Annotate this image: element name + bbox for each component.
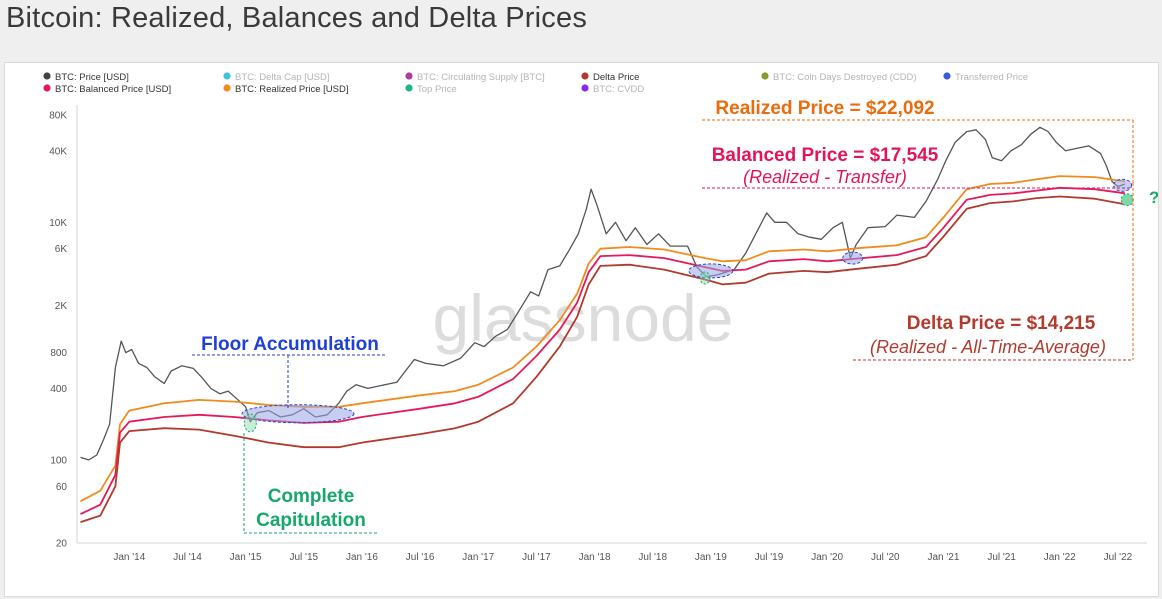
question-mark-label: ? <box>1149 188 1158 207</box>
x-tick-label: Jul '22 <box>1104 552 1133 563</box>
x-tick-label: Jul '14 <box>173 552 202 563</box>
y-tick-label: 6K <box>55 244 68 255</box>
y-tick-label: 20 <box>56 539 68 550</box>
y-tick-label: 40K <box>49 146 67 157</box>
annotation-markers <box>192 119 1134 534</box>
balanced-price-label: Balanced Price = $17,545 <box>712 145 939 166</box>
legend-label-1: BTC: Balanced Price [USD] <box>55 84 171 95</box>
legend-marker-5 <box>405 84 413 92</box>
legend-label-2: BTC: Delta Cap [USD] <box>235 72 330 83</box>
balanced-price-sublabel: (Realized - Transfer) <box>743 167 907 187</box>
x-tick-label: Jul '19 <box>755 552 784 563</box>
legend-label-9: Transferred Price <box>955 72 1028 83</box>
legend-marker-1 <box>43 84 51 92</box>
y-tick-label: 800 <box>50 348 67 359</box>
legend-marker-8 <box>761 72 769 80</box>
legend-label-4: BTC: Circulating Supply [BTC] <box>417 72 545 83</box>
axes: 20 60 100 400 800 2K 6K 10K 40K 80K Jan '14 Jul '14… <box>49 105 1147 563</box>
x-tick-label: Jan '22 <box>1044 552 1076 563</box>
floor-accumulation-ellipse-2020 <box>842 251 864 265</box>
y-tick-label: 100 <box>50 455 67 466</box>
y-tick-label: 60 <box>56 482 68 493</box>
chart-svg: BTC: Price [USD]BTC: Balanced Price [USD… <box>43 72 1158 563</box>
legend: BTC: Price [USD]BTC: Balanced Price [USD… <box>43 72 1028 95</box>
annotation-labels: Realized Price = $22,092 Balanced Price =… <box>201 98 1158 531</box>
series-lines <box>80 126 1126 523</box>
x-tick-label: Jul '20 <box>871 552 900 563</box>
legend-marker-9 <box>943 72 951 80</box>
x-tick-label: Jan '16 <box>346 552 378 563</box>
legend-label-5: Top Price <box>417 84 457 95</box>
legend-label-7: BTC: CVDD <box>593 84 644 95</box>
capitulation-circle-2022 <box>1120 193 1134 207</box>
watermark: glassnode <box>433 281 734 355</box>
x-tick-label: Jan '17 <box>462 552 494 563</box>
series-line-1 <box>80 175 1126 502</box>
page-title: Bitcoin: Realized, Balances and Delta Pr… <box>6 2 588 34</box>
x-tick-label: Jan '18 <box>579 552 611 563</box>
series-line-3 <box>80 195 1126 523</box>
legend-marker-0 <box>43 72 51 80</box>
legend-marker-7 <box>581 84 589 92</box>
y-tick-label: 400 <box>50 384 67 395</box>
legend-marker-3 <box>223 84 231 92</box>
y-tick-label: 10K <box>49 218 67 229</box>
floor-accumulation-ellipse-2022 <box>1113 178 1133 192</box>
legend-label-0: BTC: Price [USD] <box>55 72 129 83</box>
floor-accumulation-ellipse-2019 <box>688 263 734 279</box>
x-tick-label: Jul '17 <box>522 552 551 563</box>
x-tick-label: Jul '16 <box>406 552 435 563</box>
legend-marker-6 <box>581 72 589 80</box>
chart-panel: BTC: Price [USD] BTC: Balanced Price [USD… <box>4 62 1159 597</box>
floor-accumulation-label: Floor Accumulation <box>201 334 379 355</box>
delta-price-sublabel: (Realized - All-Time-Average) <box>870 337 1106 357</box>
x-tick-label: Jul '21 <box>987 552 1016 563</box>
x-tick-label: Jan '15 <box>230 552 262 563</box>
complete-capitulation-label-2: Capitulation <box>256 510 366 531</box>
y-tick-label: 80K <box>49 111 67 122</box>
legend-label-8: BTC: Coin Days Destroyed (CDD) <box>773 72 917 83</box>
capitulation-circle-2018 <box>699 271 711 285</box>
x-tick-label: Jan '21 <box>927 552 959 563</box>
legend-label-6: Delta Price <box>593 72 639 83</box>
x-tick-label: Jan '19 <box>695 552 727 563</box>
x-tick-label: Jul '18 <box>638 552 667 563</box>
legend-marker-2 <box>223 72 231 80</box>
series-line-0 <box>80 126 1126 461</box>
series-line-2 <box>80 186 1126 515</box>
floor-accumulation-ellipse-2015 <box>241 404 355 424</box>
capitulation-circle-2015 <box>243 413 257 433</box>
complete-capitulation-label-1: Complete <box>268 486 355 507</box>
legend-marker-4 <box>405 72 413 80</box>
x-tick-label: Jul '15 <box>289 552 318 563</box>
delta-price-label: Delta Price = $14,215 <box>907 313 1096 334</box>
realized-price-label: Realized Price = $22,092 <box>715 98 934 119</box>
legend-label-3: BTC: Realized Price [USD] <box>235 84 349 95</box>
x-tick-label: Jan '20 <box>811 552 843 563</box>
x-tick-label: Jan '14 <box>113 552 145 563</box>
y-tick-label: 2K <box>55 301 68 312</box>
